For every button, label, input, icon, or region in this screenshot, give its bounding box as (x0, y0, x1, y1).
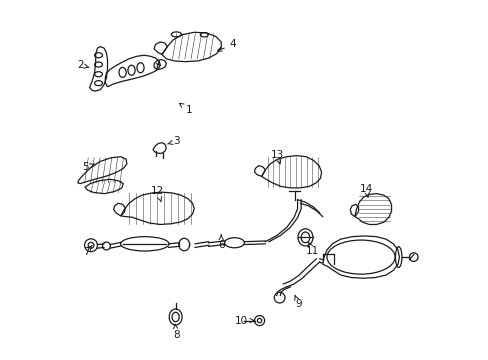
Text: 7: 7 (82, 245, 92, 257)
Text: 9: 9 (294, 296, 301, 309)
Text: 11: 11 (305, 243, 319, 256)
Text: 1: 1 (179, 103, 192, 115)
Text: 12: 12 (151, 186, 164, 202)
Text: 2: 2 (77, 60, 89, 70)
Text: 3: 3 (167, 136, 179, 146)
Text: 5: 5 (82, 162, 95, 172)
Text: 6: 6 (218, 235, 224, 250)
Text: 4: 4 (217, 40, 236, 51)
Text: 13: 13 (270, 150, 284, 164)
Text: 14: 14 (359, 184, 372, 197)
Text: 10: 10 (234, 316, 254, 325)
Text: 8: 8 (173, 324, 179, 340)
